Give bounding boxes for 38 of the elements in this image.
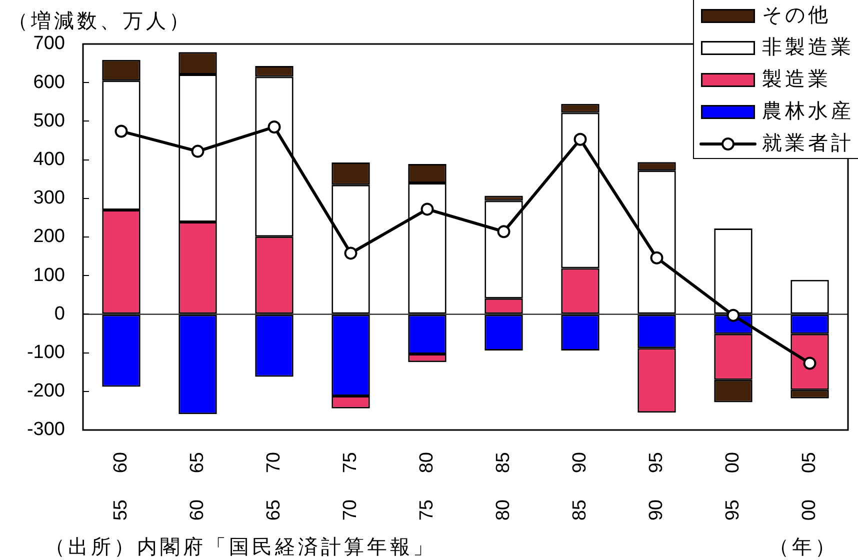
x-tick-label: 75 80 (416, 452, 438, 521)
y-tick-label: 500 (33, 110, 65, 132)
x-tick-label: 55 60 (110, 452, 132, 521)
x-tick-label: 00 05 (798, 452, 820, 521)
point (650, 251, 664, 264)
point (114, 124, 128, 138)
x-tick-label: 65 70 (263, 452, 284, 521)
x-tick-label: 80 85 (492, 452, 514, 521)
y-tick-label: 200 (33, 226, 65, 248)
point (344, 246, 358, 260)
point (191, 144, 204, 158)
legend-label: 製造業 (762, 68, 831, 91)
x-tick-label: 85 90 (569, 452, 590, 521)
text: （出所）内閣府「国民経済計算年報」 (45, 536, 436, 559)
y-tick-label: -200 (26, 380, 65, 402)
legend-label: 就業者計 (762, 132, 854, 155)
y-tick-label: 600 (33, 72, 65, 93)
x-tick-label: 95 00 (722, 452, 744, 521)
legend-label: 非製造業 (762, 36, 854, 59)
y-axis-title: （増減数、万人） (8, 10, 192, 33)
x-tick-label: 60 65 (186, 452, 208, 521)
point (420, 202, 434, 216)
point (268, 120, 281, 134)
x-tick-label: 70 75 (340, 452, 361, 521)
y-tick-label: 0 (54, 303, 65, 324)
y-tick-label: -300 (26, 419, 65, 440)
legend-label: その他 (762, 4, 831, 27)
legend-label: 農林水産 (762, 100, 854, 123)
x-tick-label: 90 95 (646, 452, 667, 521)
point (497, 225, 510, 238)
point (574, 132, 587, 146)
point (726, 308, 740, 322)
y-tick-label: 700 (33, 33, 65, 54)
y-tick-label: 400 (33, 149, 65, 170)
y-tick-label: -100 (26, 342, 65, 364)
x-axis-title: （年） (769, 536, 838, 559)
y-tick-label: 300 (33, 188, 65, 209)
y-tick-label: 100 (33, 264, 65, 286)
